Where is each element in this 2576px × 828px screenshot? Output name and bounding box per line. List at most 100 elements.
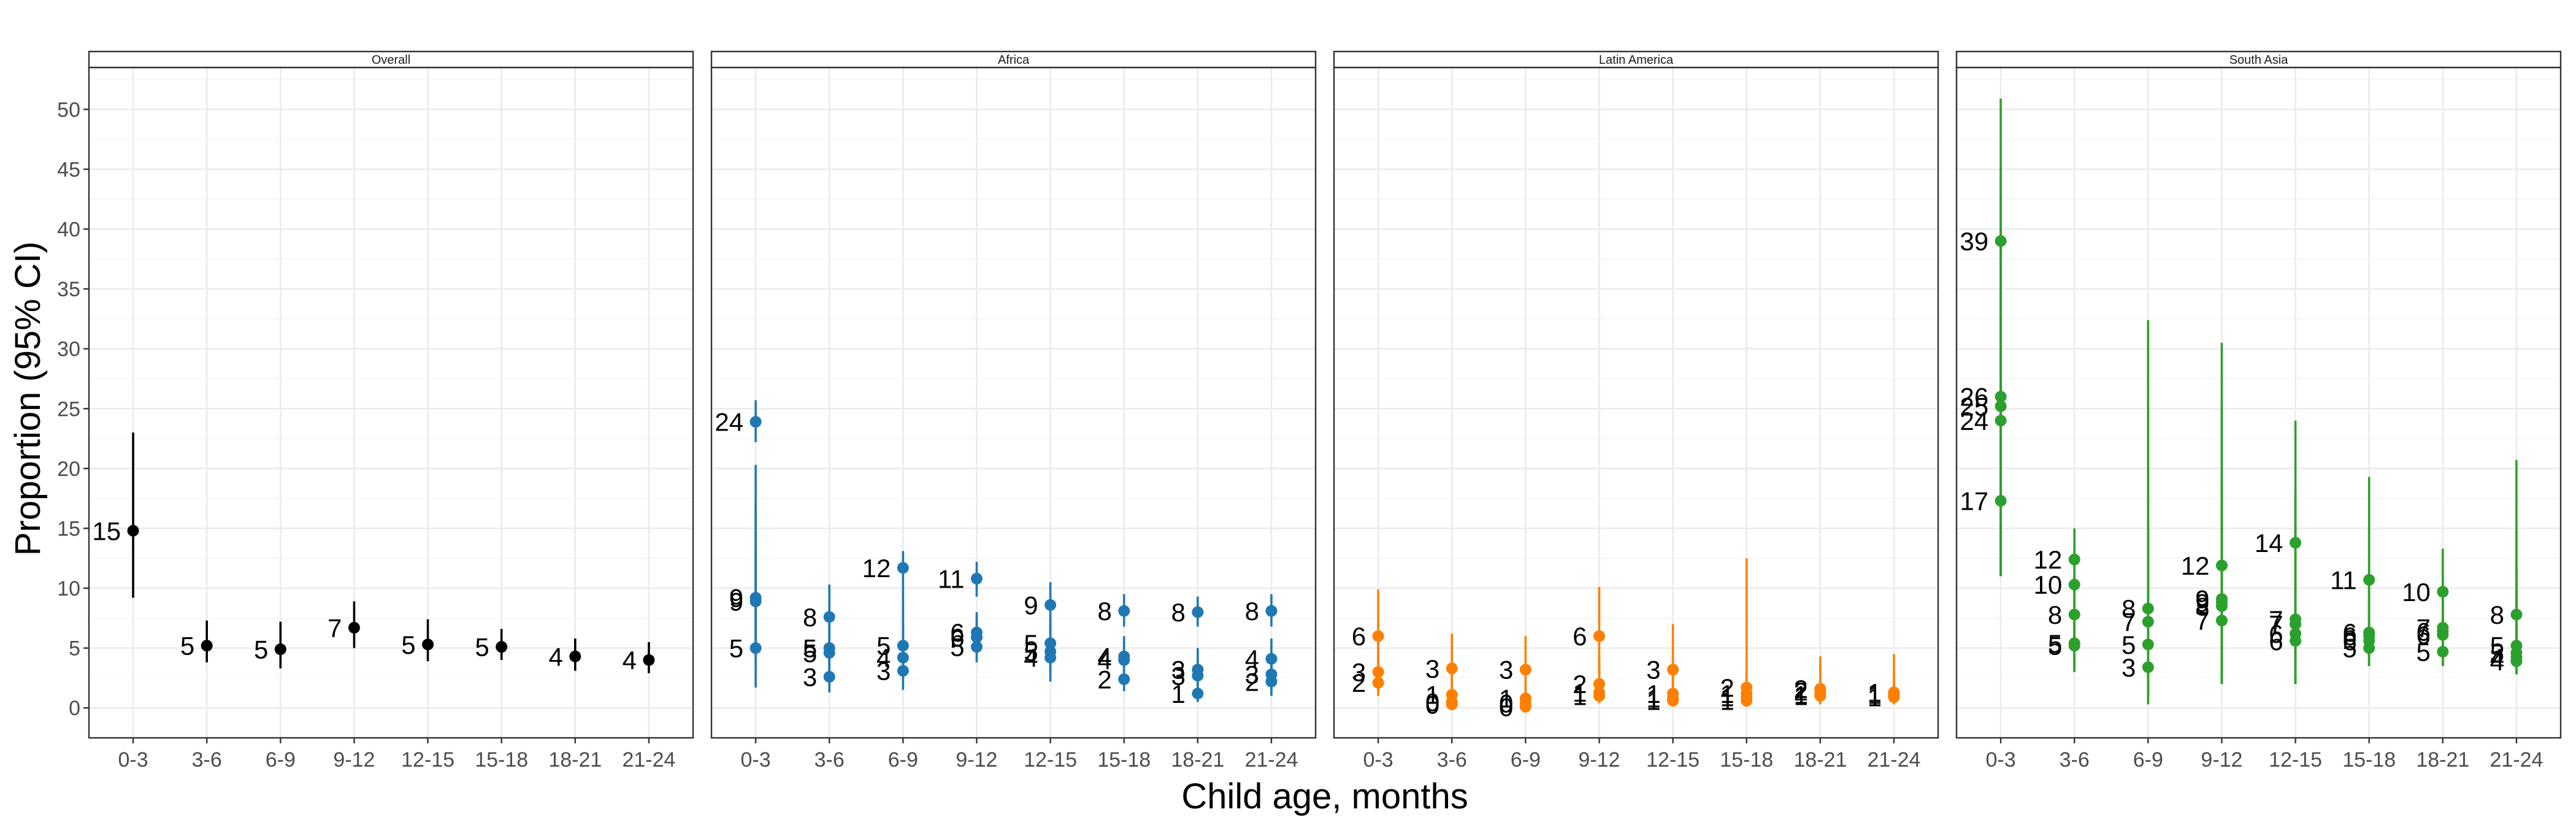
facet-panel-south-asia: South Asia 0-3 3-6 6-9 9-12 12-15 15-18 18-21 21… [1955,50,2562,772]
data-label: 0 [1499,692,1513,721]
data-label: 5 [950,633,964,662]
y-tick-label: 30 [57,338,80,361]
y-tick-label: 20 [57,458,80,481]
data-point [2068,640,2080,652]
x-tick-label: 15-18 [475,748,528,772]
data-label: 11 [2330,565,2357,594]
data-point [1045,637,1057,650]
data-point [1118,654,1130,666]
data-point [2290,537,2302,549]
data-point [2215,559,2228,572]
data-label: 25 [1960,392,1988,421]
data-label: 4 [1024,643,1038,672]
data-label: 8 [2122,594,2136,623]
x-tick-label: 15-18 [1097,748,1151,772]
data-label: 8 [2490,600,2504,629]
data-point [1667,694,1679,707]
data-point [2142,616,2154,628]
facet-strip [1333,50,1939,69]
data-point [1519,664,1531,676]
data-label: 1 [1868,681,1882,710]
data-label: 14 [2255,529,2283,558]
x-tick-label: 3-6 [192,748,222,772]
x-tick-label: 6-9 [1511,748,1541,772]
data-label: 7 [2122,608,2136,637]
data-label: 6 [2269,619,2283,648]
x-tick-label: 12-15 [1646,748,1700,772]
data-label: 6 [950,623,964,652]
x-tick-label: 6-9 [2133,748,2163,772]
data-point [970,572,983,585]
data-point [1593,678,1605,690]
data-point [1519,700,1531,713]
data-label: 1 [1646,680,1660,708]
data-label: 1 [1646,684,1660,713]
data-point [643,654,655,666]
data-label: 5 [803,638,817,667]
data-label: 1 [1868,678,1882,707]
data-label: 6 [2342,627,2356,656]
data-point [201,640,213,652]
data-point [897,562,909,574]
facet-title: South Asia [2229,53,2289,67]
data-point [1995,400,2007,412]
facet-strip [1955,50,2562,69]
data-label: 7 [2416,613,2430,642]
data-point [1265,653,1278,665]
x-tick-label: 3-6 [815,748,845,772]
data-point [1045,651,1057,664]
data-point [2510,608,2523,621]
data-label: 24 [1960,407,1988,435]
data-label: 24 [715,408,743,437]
x-tick-label: 0-3 [1363,748,1393,772]
data-label: 17 [1960,487,1988,516]
data-point [2142,661,2154,673]
data-label: 1 [1793,682,1807,711]
data-point [1667,664,1679,676]
data-label: 1 [1793,681,1807,710]
data-label: 0 [1425,690,1439,719]
data-label: 4 [1097,646,1111,675]
data-point [1045,599,1057,611]
data-label: 8 [2048,600,2062,629]
data-label: 1 [1171,680,1185,708]
x-tick-label: 0-3 [741,748,771,772]
data-point [2068,553,2080,565]
data-point [2363,573,2375,586]
y-tick-label: 50 [57,98,80,121]
data-point [1446,662,1458,675]
data-label: 5 [2122,631,2136,659]
data-point [127,524,139,537]
data-label: 5 [401,631,415,659]
data-label: 3 [1171,656,1185,684]
data-point [1593,690,1605,702]
data-label: 2 [1245,667,1259,696]
data-label: 1 [1720,683,1734,712]
data-label: 9 [2195,585,2209,614]
data-label: 1 [1499,684,1513,713]
data-label: 4 [623,646,637,675]
x-tick-label: 21-24 [1244,748,1298,772]
x-tick-label: 0-3 [1986,748,2016,772]
y-tick-label: 40 [57,218,80,241]
data-point [1192,688,1204,700]
y-tick-label: 45 [57,158,80,182]
data-point [1372,677,1384,689]
data-point [2142,602,2154,615]
data-point [2363,642,2375,654]
data-point [1888,691,1900,703]
x-tick-label: 18-21 [548,748,602,772]
panel-border [88,66,694,739]
data-label: 4 [876,643,891,672]
data-label: 8 [2195,592,2209,621]
data-label: 6 [1352,622,1366,651]
data-point [2437,586,2449,598]
data-label: 6 [2342,622,2356,651]
data-point [970,641,983,653]
data-point [2437,629,2449,641]
y-tick-label: 15 [57,517,80,540]
data-label: 5 [2342,634,2356,663]
y-tick-label: 5 [69,637,80,661]
data-label: 4 [548,642,562,671]
